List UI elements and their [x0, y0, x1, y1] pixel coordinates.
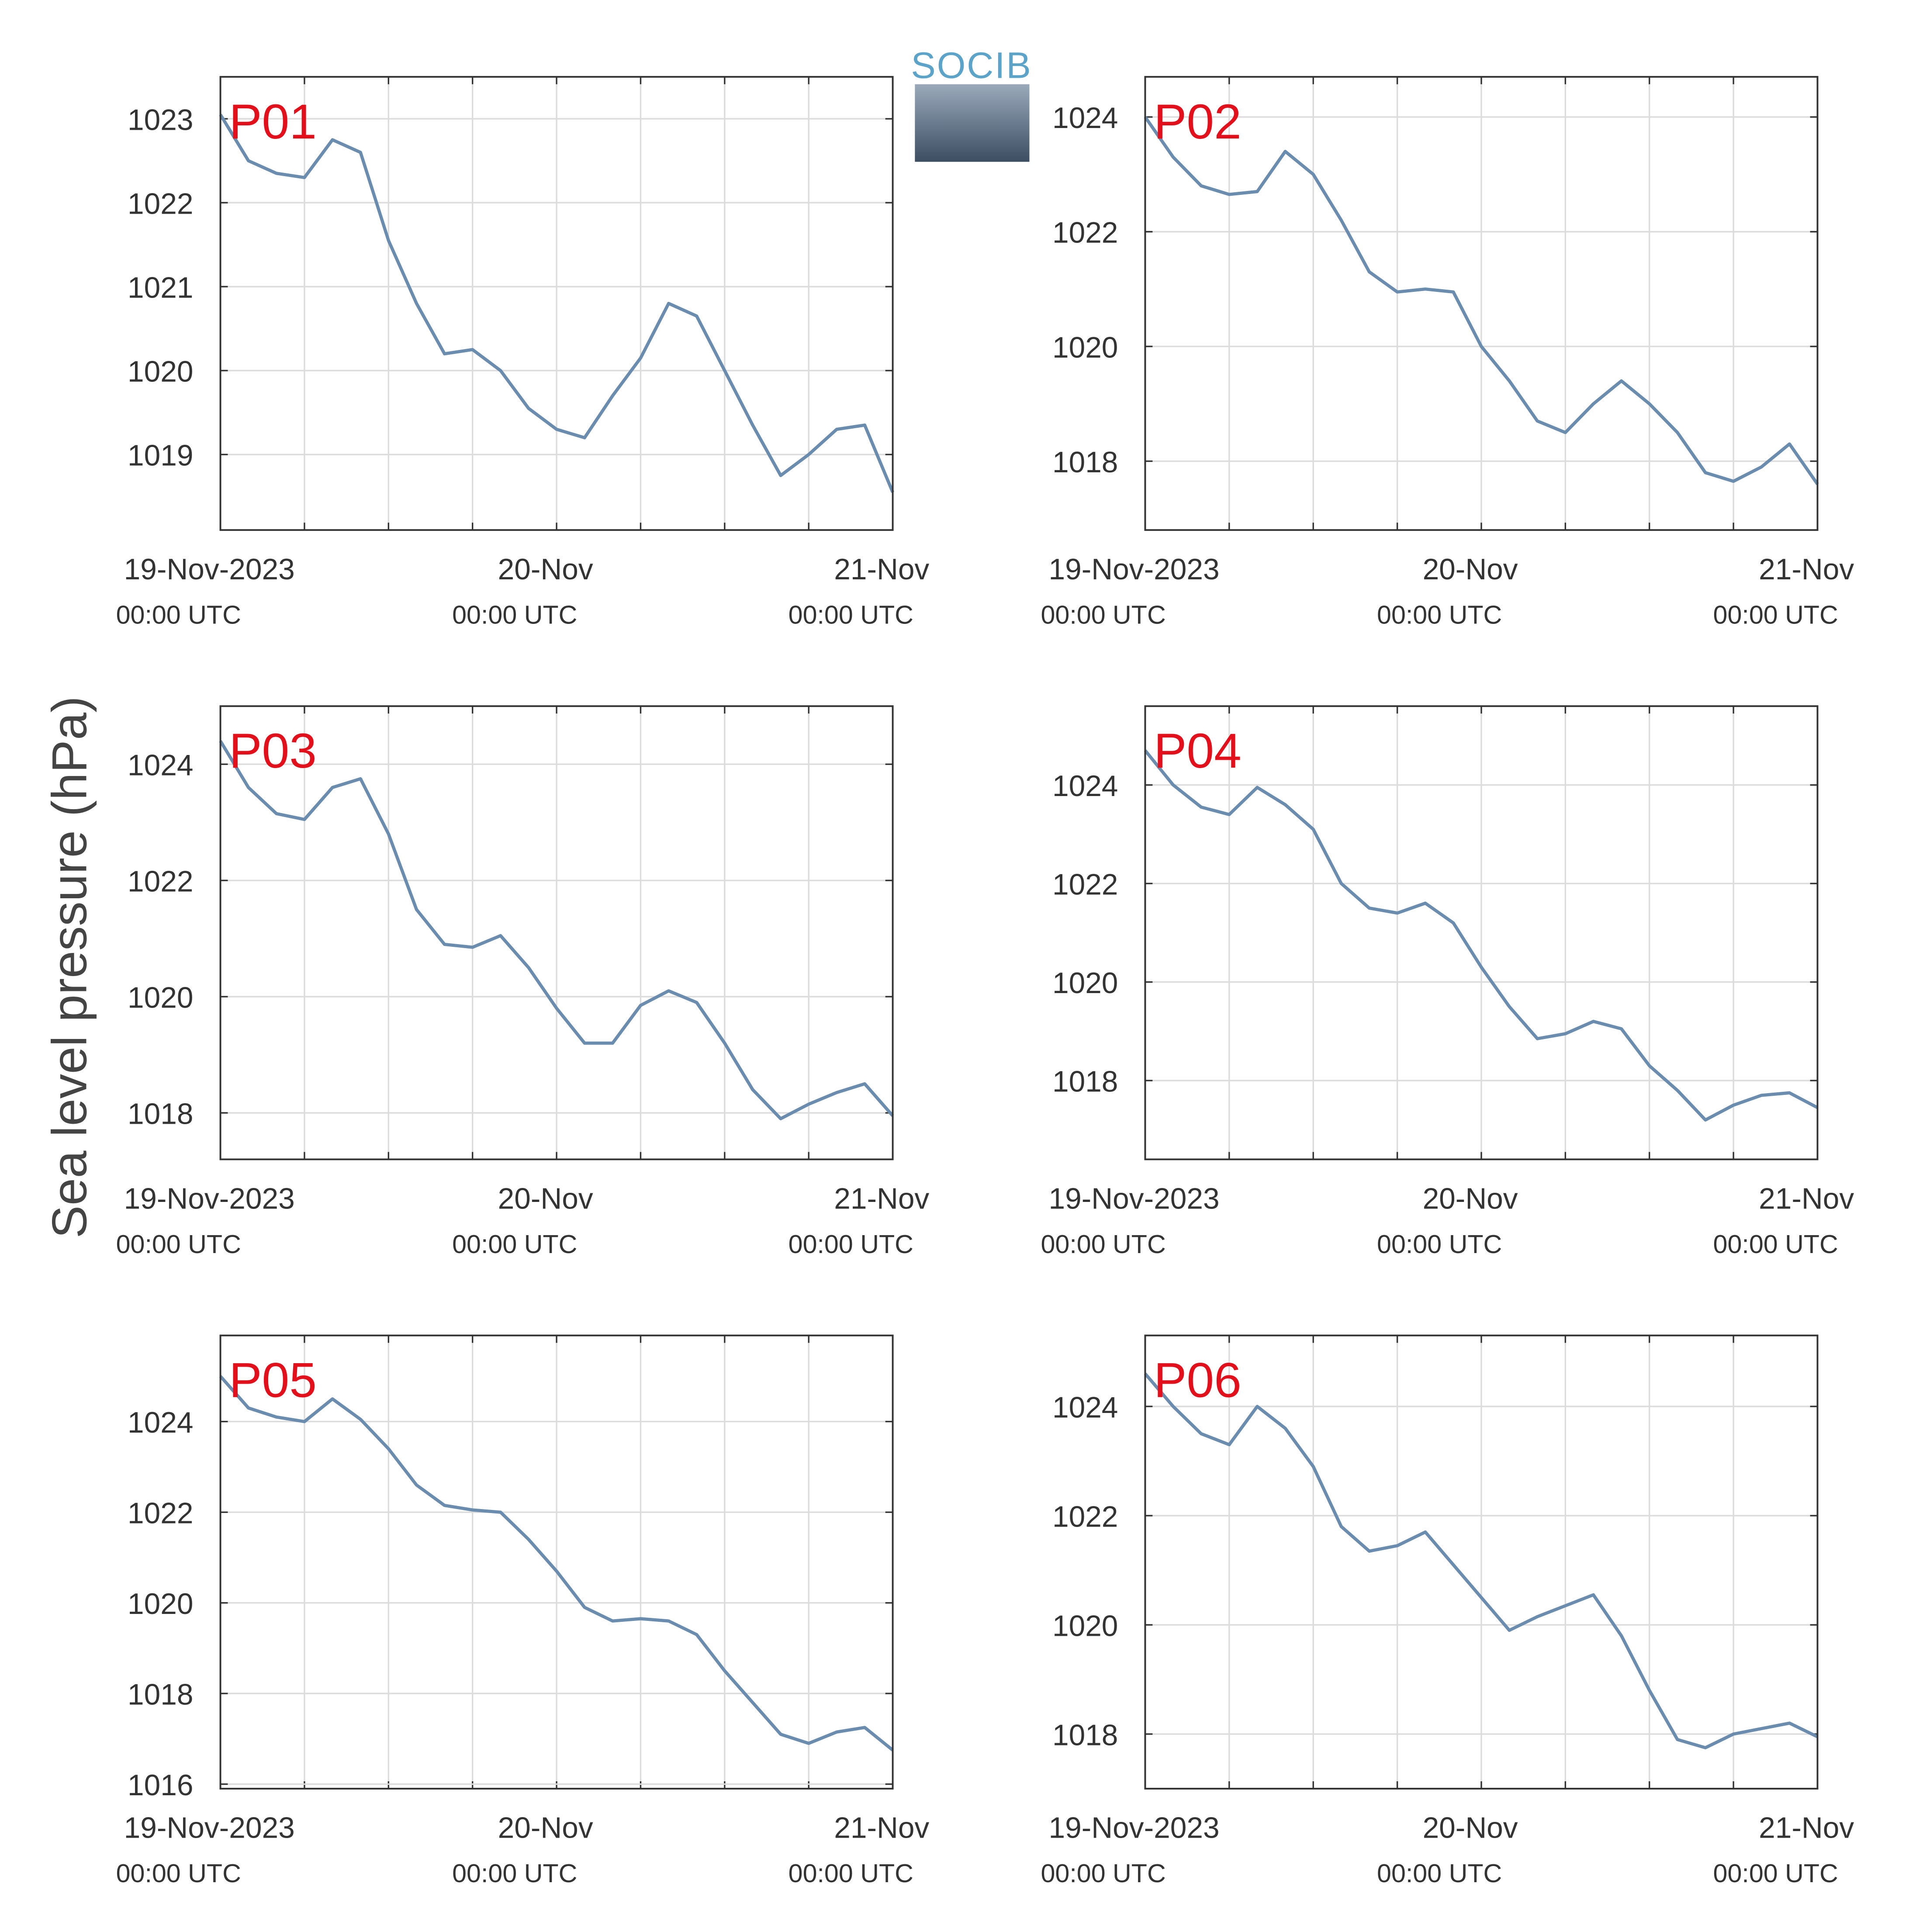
y-tick-label: 1020 — [1052, 967, 1118, 1000]
x-tick-sublabel: 00:00 UTC — [1713, 1859, 1838, 1888]
x-tick-label: 20-Nov — [1423, 1812, 1518, 1845]
plot-frame — [1144, 1334, 1819, 1790]
plot-frame — [1144, 76, 1819, 531]
y-tick-label: 1020 — [1052, 331, 1118, 364]
x-tick-label: 21-Nov — [834, 1182, 929, 1215]
y-tick-label: 1019 — [128, 440, 193, 472]
logo-image — [915, 84, 1030, 162]
x-tick-label: 20-Nov — [498, 1182, 593, 1215]
panel-title: P01 — [229, 94, 317, 149]
y-tick-label: 1016 — [128, 1769, 193, 1802]
x-tick-label: 21-Nov — [1759, 553, 1854, 586]
y-tick-label: 1024 — [128, 749, 193, 782]
plot-frame — [219, 705, 894, 1160]
y-tick-label: 1020 — [128, 982, 193, 1014]
x-tick-sublabel: 00:00 UTC — [116, 600, 241, 629]
x-tick-sublabel: 00:00 UTC — [1713, 1229, 1838, 1259]
y-tick-label: 1022 — [128, 187, 193, 220]
y-tick-label: 1018 — [1052, 1066, 1118, 1098]
x-tick-label: 20-Nov — [1423, 1182, 1518, 1215]
panel-title: P05 — [229, 1353, 317, 1408]
y-tick-label: 1020 — [128, 1588, 193, 1620]
x-tick-sublabel: 00:00 UTC — [116, 1859, 241, 1888]
y-tick-label: 1022 — [1052, 217, 1118, 249]
plot-frame — [219, 1334, 894, 1790]
logo-text: SOCIB — [911, 45, 1032, 86]
x-tick-label: 21-Nov — [1759, 1182, 1854, 1215]
x-tick-label: 21-Nov — [834, 553, 929, 586]
y-axis-label: Sea level pressure (hPa) — [42, 696, 97, 1238]
x-tick-sublabel: 00:00 UTC — [452, 1229, 577, 1259]
panel: 19-Nov-2023 00:00 UTC 20-Nov 00:00 UTC 21-No… — [1041, 705, 1854, 1259]
x-tick-label: 21-Nov — [1759, 1812, 1854, 1845]
panel-title: P04 — [1154, 723, 1242, 778]
x-tick-label: 20-Nov — [1423, 553, 1518, 586]
plot-frame — [1144, 705, 1819, 1160]
x-tick-label: 21-Nov — [834, 1812, 929, 1845]
x-tick-sublabel: 00:00 UTC — [1041, 1859, 1166, 1888]
x-tick-sublabel: 00:00 UTC — [789, 1229, 913, 1259]
x-tick-sublabel: 00:00 UTC — [789, 1859, 913, 1888]
panel: 19-Nov-2023 00:00 UTC 20-Nov 00:00 UTC 21-No… — [116, 76, 929, 629]
x-tick-label: 19-Nov-2023 — [1049, 1812, 1220, 1845]
plot-frame — [219, 76, 894, 531]
x-tick-sublabel: 00:00 UTC — [452, 600, 577, 629]
y-tick-label: 1022 — [128, 1497, 193, 1530]
data-line — [1144, 1372, 1819, 1749]
y-tick-label: 1022 — [128, 866, 193, 898]
panel: 19-Nov-2023 00:00 UTC 20-Nov 00:00 UTC 21-No… — [116, 705, 929, 1259]
x-tick-label: 20-Nov — [498, 553, 593, 586]
x-tick-label: 20-Nov — [498, 1812, 593, 1845]
data-line — [219, 740, 894, 1121]
y-tick-label: 1023 — [128, 104, 193, 136]
y-tick-label: 1021 — [128, 271, 193, 304]
panel-title: P03 — [229, 723, 317, 778]
logo: SOCIB — [911, 45, 1032, 162]
y-tick-label: 1018 — [128, 1678, 193, 1711]
panel-title: P02 — [1154, 94, 1242, 149]
x-tick-sublabel: 00:00 UTC — [1041, 1229, 1166, 1259]
y-tick-label: 1022 — [1052, 1500, 1118, 1533]
data-line — [1144, 749, 1819, 1122]
x-tick-label: 19-Nov-2023 — [1049, 1182, 1220, 1215]
y-tick-label: 1024 — [1052, 770, 1118, 803]
x-tick-label: 19-Nov-2023 — [124, 1182, 295, 1215]
panel: 19-Nov-2023 00:00 UTC 20-Nov 00:00 UTC 21-No… — [1041, 1334, 1854, 1888]
y-tick-label: 1018 — [1052, 1719, 1118, 1752]
x-tick-label: 19-Nov-2023 — [1049, 553, 1220, 586]
y-tick-label: 1018 — [1052, 446, 1118, 479]
x-tick-label: 19-Nov-2023 — [124, 1812, 295, 1845]
panel: 19-Nov-2023 00:00 UTC 20-Nov 00:00 UTC 21-No… — [1041, 76, 1854, 629]
y-tick-label: 1024 — [128, 1406, 193, 1439]
x-tick-label: 19-Nov-2023 — [124, 553, 295, 586]
y-tick-label: 1018 — [128, 1098, 193, 1131]
data-line — [219, 114, 894, 493]
y-tick-label: 1020 — [128, 356, 193, 388]
x-tick-sublabel: 00:00 UTC — [789, 600, 913, 629]
x-tick-sublabel: 00:00 UTC — [1713, 600, 1838, 629]
data-line — [219, 1375, 894, 1752]
x-tick-sublabel: 00:00 UTC — [452, 1859, 577, 1888]
x-tick-sublabel: 00:00 UTC — [1041, 600, 1166, 629]
y-tick-label: 1022 — [1052, 869, 1118, 901]
y-tick-label: 1020 — [1052, 1610, 1118, 1642]
x-tick-sublabel: 00:00 UTC — [1377, 600, 1502, 629]
x-tick-sublabel: 00:00 UTC — [1377, 1859, 1502, 1888]
data-line — [1144, 116, 1819, 485]
panel: 19-Nov-2023 00:00 UTC 20-Nov 00:00 UTC 21-No… — [116, 1334, 929, 1888]
y-tick-label: 1024 — [1052, 1391, 1118, 1424]
y-tick-label: 1024 — [1052, 102, 1118, 135]
x-tick-sublabel: 00:00 UTC — [116, 1229, 241, 1259]
panel-title: P06 — [1154, 1353, 1242, 1408]
x-tick-sublabel: 00:00 UTC — [1377, 1229, 1502, 1259]
